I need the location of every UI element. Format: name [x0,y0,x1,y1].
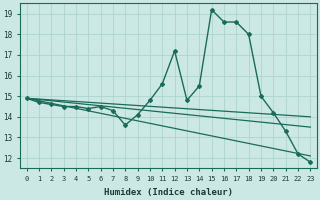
X-axis label: Humidex (Indice chaleur): Humidex (Indice chaleur) [104,188,233,197]
